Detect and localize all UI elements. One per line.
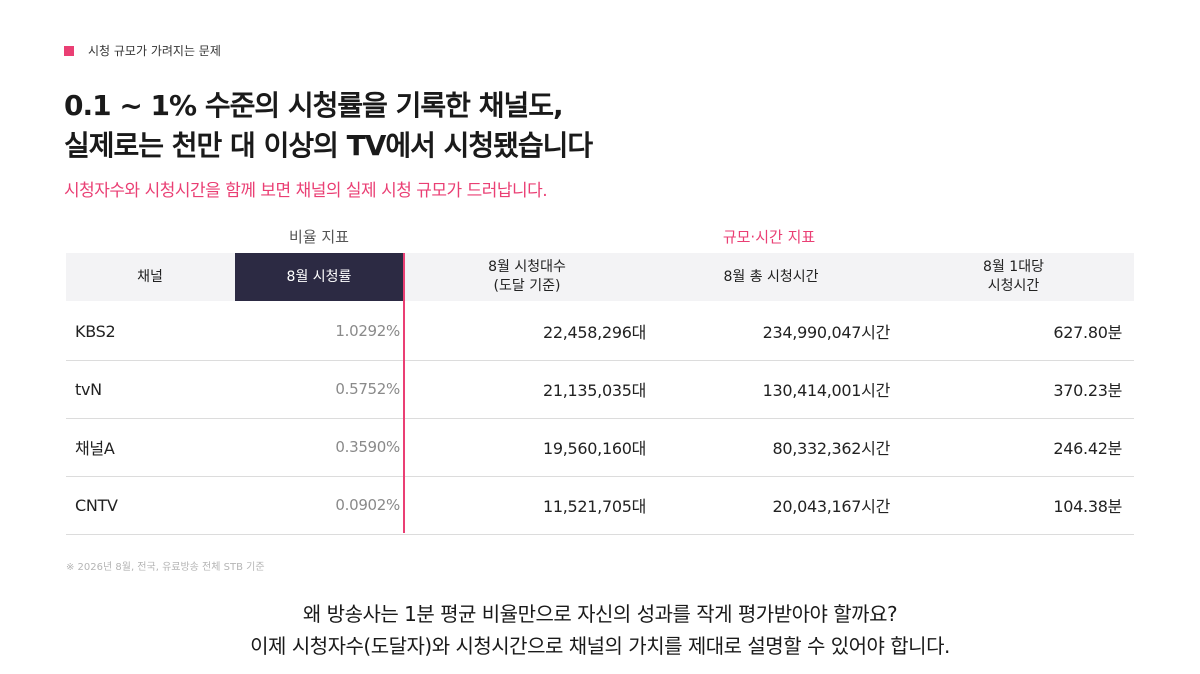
cell-per-device: 104.38분: [1053, 497, 1122, 516]
header-rating: 8월 시청률: [235, 253, 403, 301]
closing-message: 왜 방송사는 1분 평균 비율만으로 자신의 성과를 작게 평가받아야 할까요?…: [0, 598, 1200, 662]
header-per-device-line-2: 시청시간: [987, 278, 1040, 294]
closing-line-2: 이제 시청자수(도달자)와 시청시간으로 채널의 가치를 제대로 설명할 수 있…: [250, 634, 950, 658]
header-per-device-line-1: 8월 1대당: [983, 259, 1044, 275]
subheadline: 시청자수와 시청시간을 함께 보면 채널의 실제 시청 규모가 드러납니다.: [64, 181, 548, 201]
cell-per-device: 370.23분: [1053, 381, 1122, 400]
header-per-device: 8월 1대당 시청시간: [893, 253, 1134, 301]
section-label-text: 시청 규모가 가려지는 문제: [88, 44, 221, 58]
header-devices-line-1: 8월 시청대수: [488, 259, 566, 275]
cell-devices: 19,560,160대: [542, 439, 646, 458]
cell-devices: 21,135,035대: [542, 381, 646, 400]
table-row: 채널A 0.3590% 19,560,160대 80,332,362시간 246…: [66, 418, 1134, 477]
header-devices-line-2: (도달 기준): [493, 278, 561, 294]
cell-per-device: 246.42분: [1053, 439, 1122, 458]
headline-line-1: 0.1 ~ 1% 수준의 시청률을 기록한 채널도,: [64, 89, 564, 122]
header-channel: 채널: [137, 268, 163, 285]
group-label-scale: 규모·시간 지표: [722, 228, 816, 246]
cell-total-time: 234,990,047시간: [762, 323, 891, 342]
pink-square-icon: [64, 45, 74, 56]
header-total-time: 8월 총 시청시간: [723, 268, 819, 285]
cell-rating: 1.0292%: [335, 322, 400, 340]
cell-total-time: 130,414,001시간: [762, 381, 891, 400]
cell-rating: 0.0902%: [335, 496, 400, 514]
cell-devices: 11,521,705대: [542, 497, 646, 516]
divider-line: [403, 253, 405, 533]
headline: 0.1 ~ 1% 수준의 시청률을 기록한 채널도, 실제로는 천만 대 이상의…: [64, 86, 593, 166]
header-devices: 8월 시청대수 (도달 기준): [405, 253, 649, 301]
cell-channel: CNTV: [75, 495, 118, 515]
cell-channel: tvN: [75, 379, 102, 399]
cell-channel: KBS2: [75, 321, 116, 341]
table-row: tvN 0.5752% 21,135,035대 130,414,001시간 37…: [66, 360, 1134, 419]
cell-rating: 0.3590%: [335, 438, 400, 456]
closing-line-1: 왜 방송사는 1분 평균 비율만으로 자신의 성과를 작게 평가받아야 할까요?: [302, 602, 898, 626]
cell-total-time: 20,043,167시간: [772, 497, 891, 516]
cell-channel: 채널A: [75, 439, 115, 458]
headline-line-2: 실제로는 천만 대 이상의 TV에서 시청됐습니다: [64, 129, 593, 162]
table-row: CNTV 0.0902% 11,521,705대 20,043,167시간 10…: [66, 476, 1134, 535]
group-label-ratio: 비율 지표: [289, 228, 349, 246]
cell-total-time: 80,332,362시간: [772, 439, 891, 458]
footnote: ※ 2026년 8월, 전국, 유료방송 전체 STB 기준: [66, 562, 265, 573]
section-label: 시청 규모가 가려지는 문제: [64, 42, 221, 59]
cell-per-device: 627.80분: [1053, 323, 1122, 342]
cell-rating: 0.5752%: [335, 380, 400, 398]
table-row: KBS2 1.0292% 22,458,296대 234,990,047시간 6…: [66, 302, 1134, 361]
cell-devices: 22,458,296대: [542, 323, 646, 342]
table-header: 채널 8월 시청률 8월 시청대수 (도달 기준) 8월 총 시청시간 8월 1…: [66, 253, 1134, 301]
